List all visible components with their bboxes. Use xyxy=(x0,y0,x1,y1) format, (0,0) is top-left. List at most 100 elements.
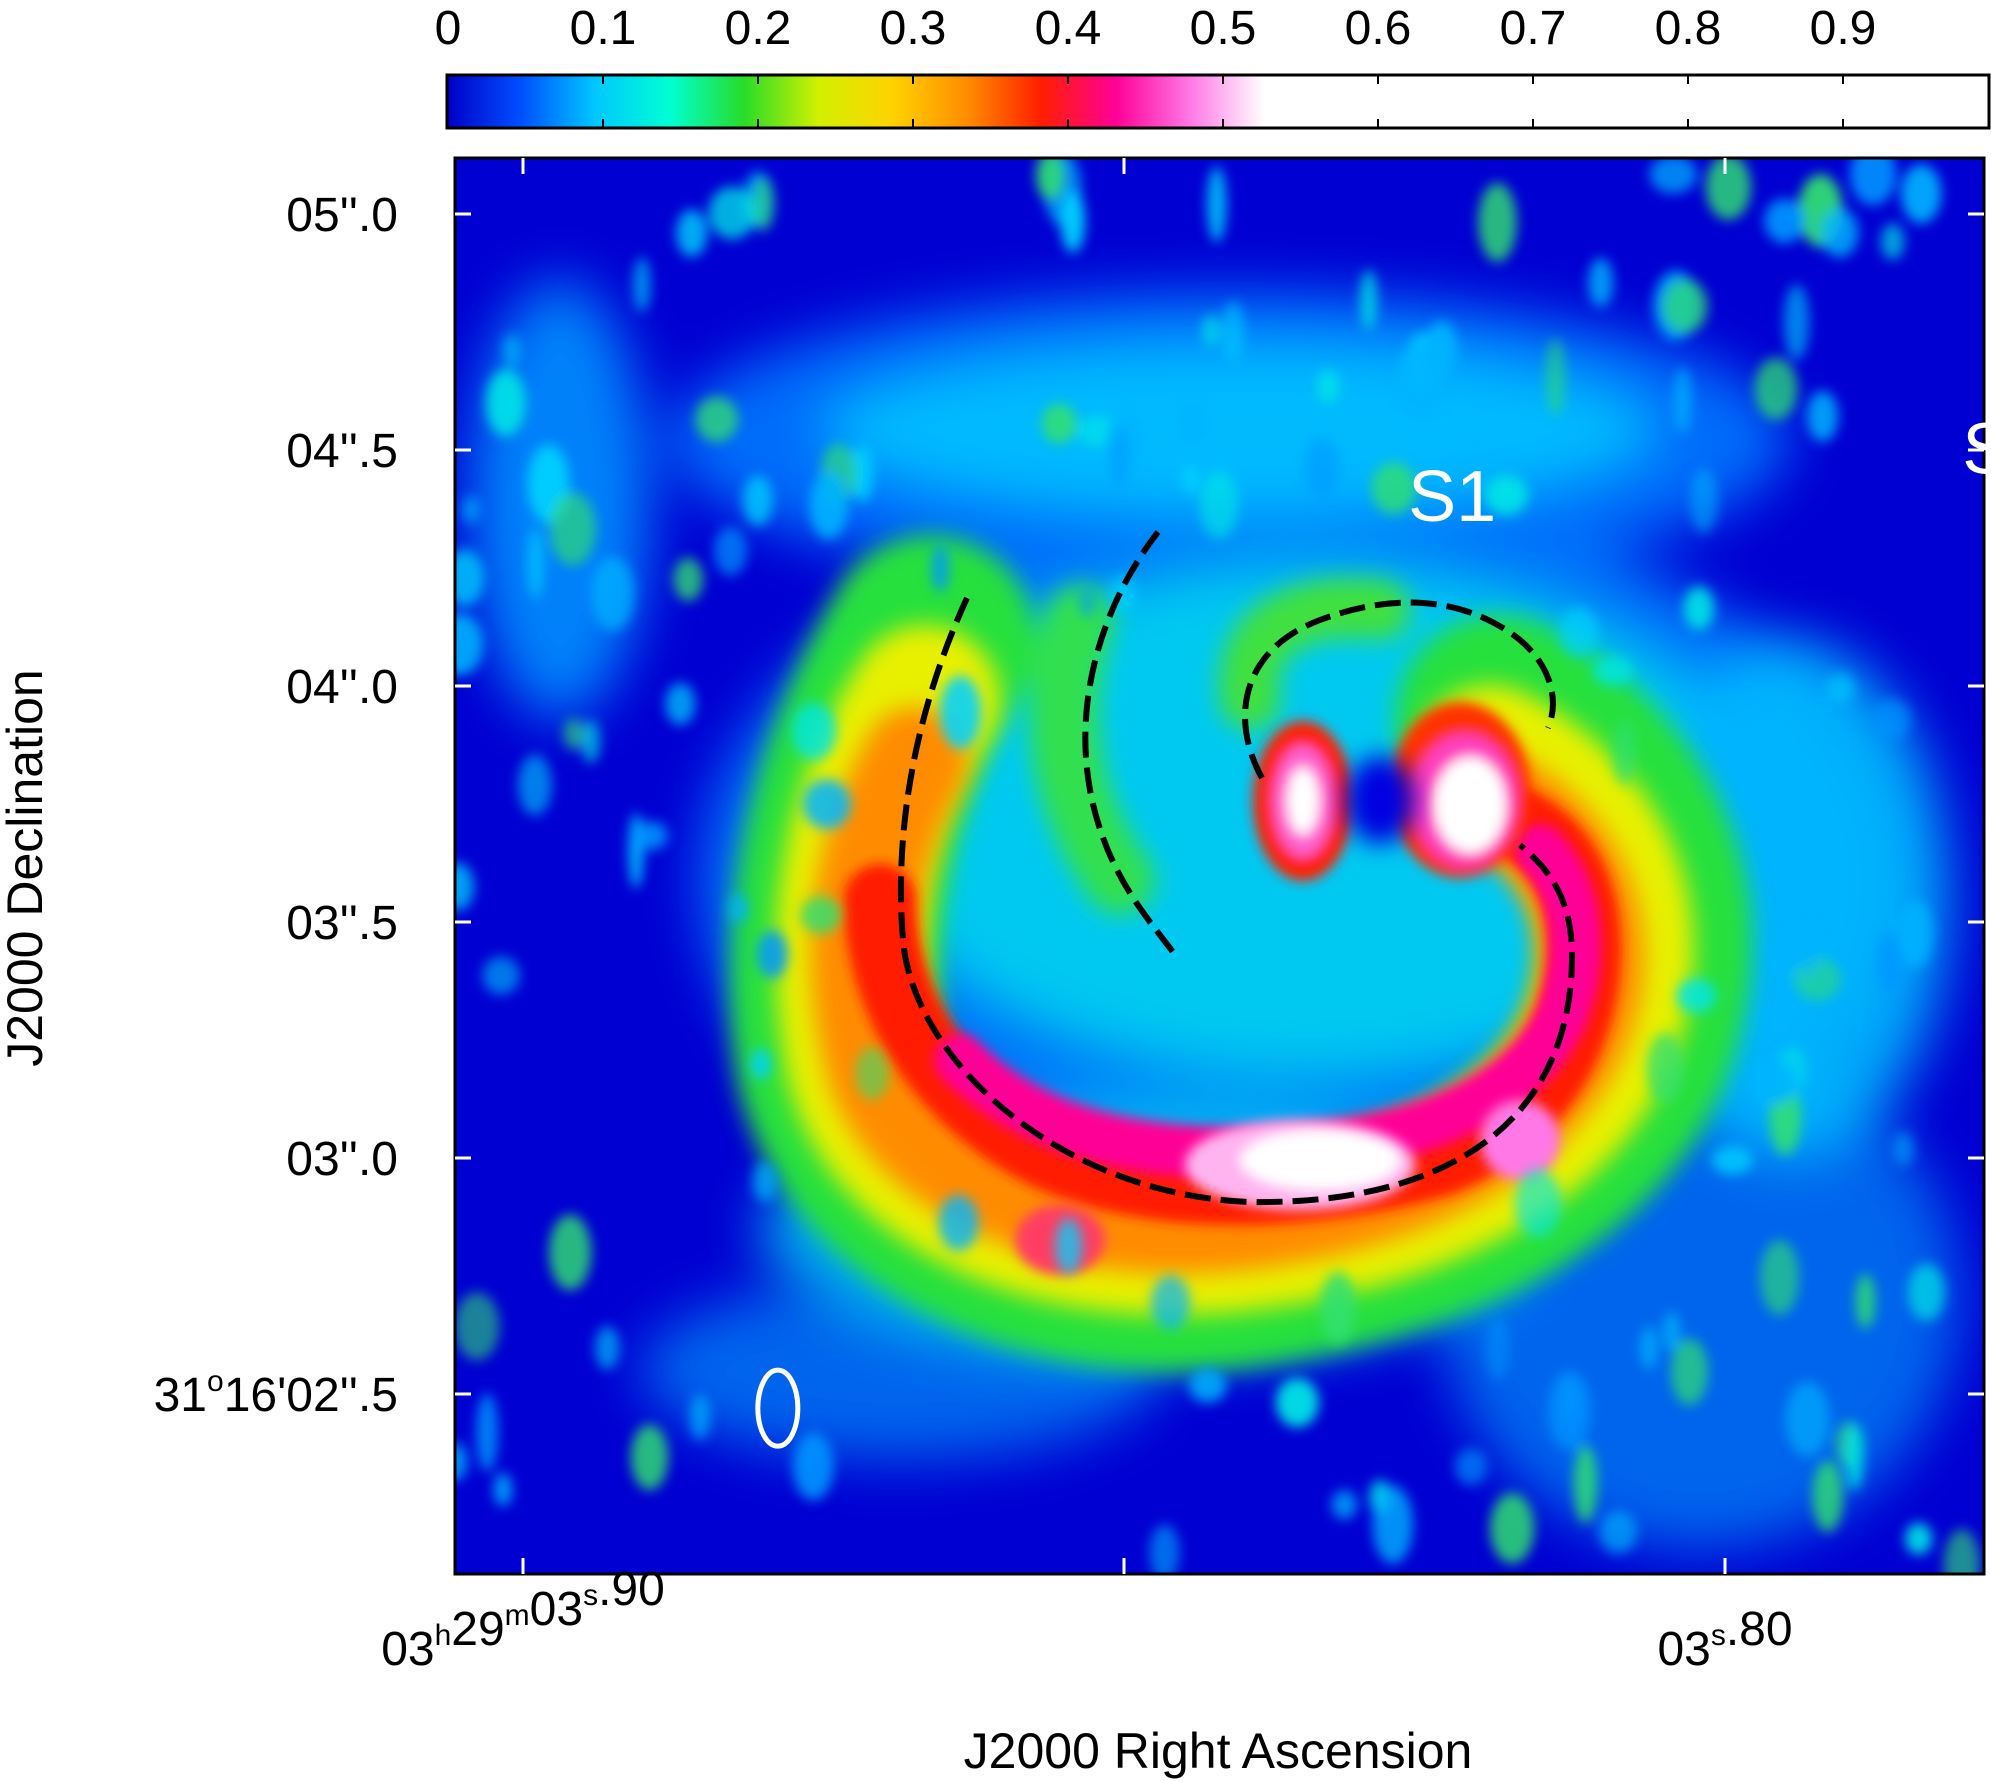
noise-speckle xyxy=(676,209,708,257)
noise-speckle xyxy=(563,718,585,751)
beam-ellipse xyxy=(755,1367,801,1449)
noise-speckle xyxy=(695,396,739,442)
noise-speckle xyxy=(461,495,481,524)
noise-speckle xyxy=(1907,1263,1946,1322)
noise-speckle xyxy=(1754,357,1798,420)
noise-speckle xyxy=(1478,182,1517,262)
noise-speckle xyxy=(1316,369,1340,404)
noise-speckle xyxy=(1592,656,1633,686)
spiral-arm-magenta xyxy=(934,824,1602,1179)
noise-speckle xyxy=(1559,607,1599,658)
noise-speckle xyxy=(1371,462,1417,515)
spiral-label: S1 xyxy=(1408,457,1496,537)
noise-speckle xyxy=(455,613,484,676)
noise-speckle xyxy=(591,556,635,632)
colorbar-tick-label: 0.6 xyxy=(1345,2,1412,55)
noise-speckle xyxy=(1461,453,1487,490)
noise-speckle xyxy=(713,526,748,576)
noise-speckle xyxy=(1900,164,1942,224)
noise-speckle xyxy=(632,256,651,312)
noise-speckle xyxy=(728,893,748,923)
noise-speckle xyxy=(1943,1529,1980,1574)
noise-speckle xyxy=(1514,1168,1562,1238)
noise-speckle xyxy=(1876,933,1903,993)
noise-speckle xyxy=(1785,1381,1830,1457)
noise-speckle xyxy=(1573,1445,1598,1524)
y-tick-label: 04''.0 xyxy=(286,661,398,714)
noise-speckle xyxy=(1372,1485,1414,1564)
colorbar-tick-label: 0.5 xyxy=(1190,2,1257,55)
heatmap-image xyxy=(455,158,1984,1574)
noise-speckle xyxy=(502,333,521,368)
noise-speckle xyxy=(855,1047,889,1101)
colorbar-frame xyxy=(445,73,1991,130)
noise-speckle xyxy=(527,527,544,600)
noise-speckle xyxy=(1199,470,1239,539)
noise-speckle xyxy=(627,813,645,889)
noise-speckle xyxy=(1545,338,1566,416)
noise-speckle xyxy=(1639,1326,1659,1370)
noise-speckle xyxy=(1359,270,1378,330)
source-east xyxy=(1253,721,1353,881)
noise-speckle xyxy=(1689,468,1718,534)
noise-speckle xyxy=(1798,924,1820,975)
noise-speckle xyxy=(753,176,775,232)
spiral-guides xyxy=(897,530,1576,1206)
noise-speckle xyxy=(809,472,849,540)
noise-speckle xyxy=(1845,1423,1864,1491)
noise-speckle xyxy=(455,549,485,607)
noise-speckle xyxy=(1646,1032,1685,1103)
noise-speckle xyxy=(1489,1493,1535,1564)
noise-speckle xyxy=(1849,158,1897,206)
central-gap xyxy=(1346,756,1414,844)
noise-speckle xyxy=(1649,158,1698,194)
guide-s3 xyxy=(1242,599,1556,780)
noise-speckle xyxy=(548,1214,592,1291)
heatmap-panel xyxy=(453,156,1986,1576)
noise-speckle xyxy=(1320,1271,1357,1344)
colorbar-tick-label: 0.1 xyxy=(570,2,637,55)
noise-speckle xyxy=(455,862,475,911)
noise-speckle xyxy=(665,682,696,726)
noise-speckle xyxy=(1812,1460,1844,1533)
colorbar-fill xyxy=(447,75,1989,128)
noise-speckle xyxy=(1676,978,1717,1014)
noise-speckle xyxy=(1588,257,1614,307)
noise-speckle xyxy=(594,1325,620,1370)
noise-speckle xyxy=(1711,1146,1753,1175)
spiral-labels: S1S2S3? xyxy=(1408,410,1991,537)
noise-speckle xyxy=(673,557,704,602)
noise-speckle xyxy=(1303,438,1341,496)
colorbar-tick-labels: 0 0.1 0.2 0.3 0.4 0.5 0.6 0.7 0.8 0.9 xyxy=(435,2,1877,55)
noise-speckle xyxy=(1548,1370,1592,1451)
noise-speckle xyxy=(1662,1311,1681,1352)
plot-frame xyxy=(453,156,1986,1576)
noise-speckle xyxy=(482,956,520,995)
noise-speckle xyxy=(1275,1378,1319,1428)
noise-speckle xyxy=(1612,719,1637,786)
noise-speckle xyxy=(792,1432,834,1501)
colorbar-tick-label: 0.2 xyxy=(725,2,792,55)
noise-speckle xyxy=(517,754,553,816)
noise-speckle xyxy=(742,475,774,526)
noise-speckle xyxy=(1397,340,1444,421)
noise-speckle xyxy=(635,821,668,850)
noise-speckle xyxy=(1060,190,1086,253)
colorbar-tick-label: 0.8 xyxy=(1655,2,1722,55)
noise-speckle xyxy=(455,1442,468,1482)
y-tick-label: 05''.0 xyxy=(286,189,398,242)
source-west xyxy=(1390,702,1530,878)
y-tick-labels: 05''.0 04''.5 04''.0 03''.5 03''.0 31o16'02''… xyxy=(154,189,398,1422)
noise-speckle xyxy=(630,1424,669,1491)
noise-speckle xyxy=(1670,1338,1709,1406)
noise-speckle xyxy=(455,1292,500,1361)
axis-ticks xyxy=(455,158,1984,1574)
noise-speckle xyxy=(1904,1522,1933,1555)
y-tick-label: 04''.5 xyxy=(286,425,398,478)
noise-speckle xyxy=(1035,158,1065,201)
noise-speckle xyxy=(1149,1524,1180,1574)
spiral-label: S2 xyxy=(1962,410,1991,490)
noise-speckle xyxy=(1484,474,1529,516)
noise-speckle xyxy=(1673,367,1692,434)
noise-speckle xyxy=(1176,404,1208,442)
